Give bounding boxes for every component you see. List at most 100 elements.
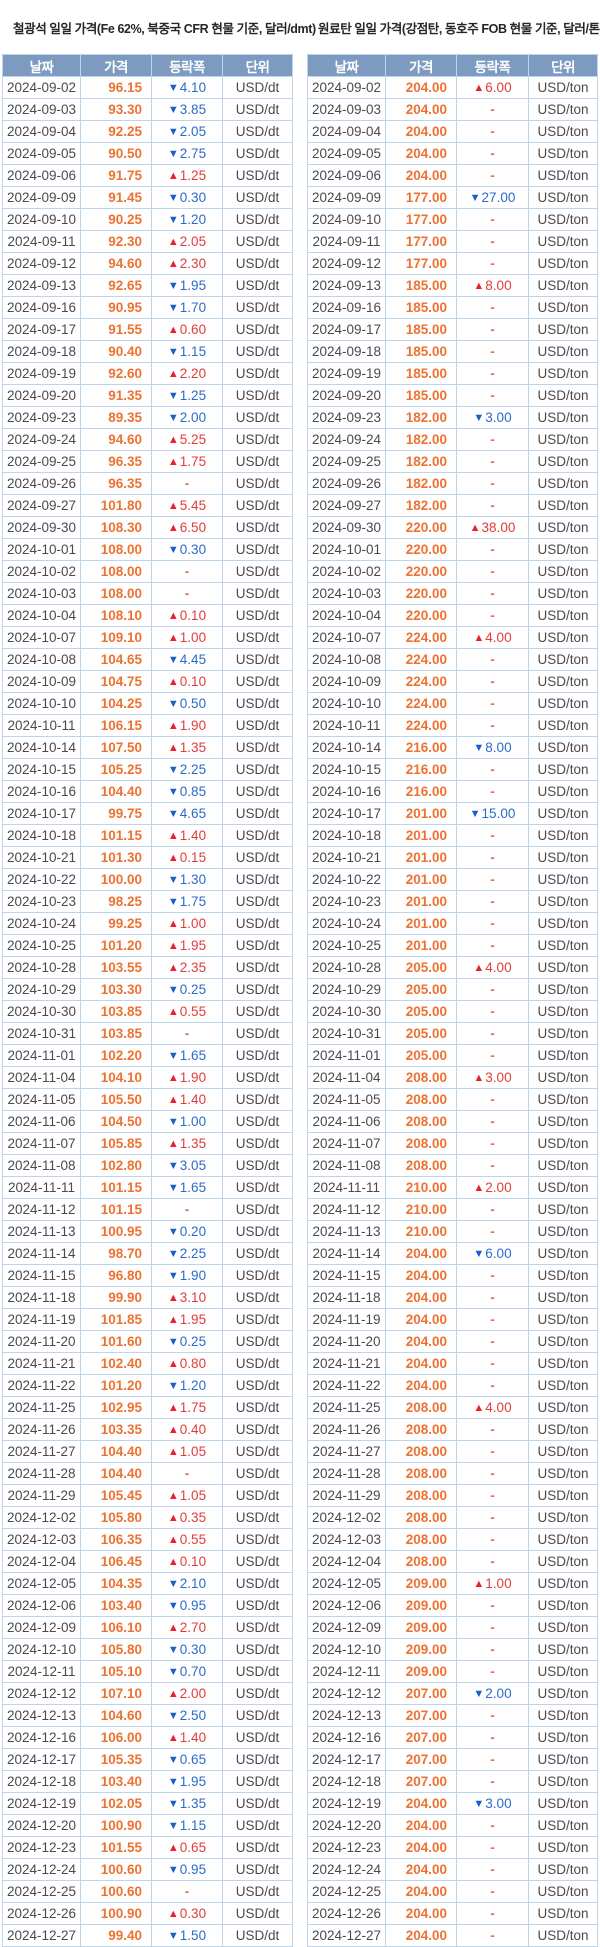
date-cell: 2024-12-17 (307, 1748, 386, 1771)
price-cell: 105.45 (80, 1484, 152, 1507)
table-row: 2024-10-08 104.65 ▼4.45 USD/dt (2, 648, 293, 671)
unit-cell: USD/dt (222, 1308, 293, 1331)
unit-cell: USD/ton (528, 1264, 598, 1287)
unit-cell: USD/ton (528, 450, 598, 473)
unit-cell: USD/dt (222, 1792, 293, 1815)
table-row: 2024-09-03 204.00 - USD/ton (307, 98, 598, 121)
change-cell: - (456, 1132, 529, 1155)
change-cell: - (456, 1440, 529, 1463)
date-cell: 2024-11-08 (2, 1154, 81, 1177)
no-change-dash: - (490, 146, 495, 161)
price-cell: 220.00 (385, 516, 457, 539)
price-cell: 105.80 (80, 1506, 152, 1529)
change-cell: ▲0.30 (151, 1902, 223, 1925)
down-triangle-icon: ▼ (167, 896, 179, 908)
price-cell: 185.00 (385, 274, 457, 297)
unit-cell: USD/dt (222, 1242, 293, 1265)
change-cell: - (456, 142, 529, 165)
date-cell: 2024-11-25 (307, 1396, 386, 1419)
change-cell: - (151, 560, 223, 583)
change-cell: ▲2.35 (151, 956, 223, 979)
up-triangle-icon: ▲ (167, 1292, 179, 1304)
unit-cell: USD/ton (528, 1660, 598, 1683)
unit-cell: USD/dt (222, 1286, 293, 1309)
date-cell: 2024-09-24 (307, 428, 386, 451)
down-triangle-icon: ▼ (473, 1798, 485, 1810)
unit-cell: USD/ton (528, 1308, 598, 1331)
no-change-dash: - (490, 1664, 495, 1679)
unit-cell: USD/ton (528, 1396, 598, 1419)
change-value: 1.40 (179, 1092, 207, 1107)
unit-cell: USD/ton (528, 1506, 598, 1529)
change-cell: ▲1.05 (151, 1484, 223, 1507)
change-value: 1.15 (179, 344, 207, 359)
down-triangle-icon: ▼ (167, 1116, 179, 1128)
unit-cell: USD/dt (222, 780, 293, 803)
change-cell: ▲38.00 (456, 516, 529, 539)
up-triangle-icon: ▲ (473, 1182, 485, 1194)
change-cell: - (456, 1000, 529, 1023)
up-triangle-icon: ▲ (167, 1622, 179, 1634)
price-cell: 99.75 (80, 802, 152, 825)
price-cell: 108.10 (80, 604, 152, 627)
iron-ore-panel: 철광석 일일 가격(Fe 62%, 북중국 CFR 현물 기준, 달러/dmt)… (2, 0, 316, 1947)
change-value: 6.00 (485, 80, 512, 95)
change-cell: ▲0.55 (151, 1000, 223, 1023)
table-row: 2024-12-23 101.55 ▲0.65 USD/dt (2, 1836, 293, 1859)
change-value: 0.70 (179, 1664, 207, 1679)
date-cell: 2024-11-20 (307, 1330, 386, 1353)
unit-cell: USD/dt (222, 1176, 293, 1199)
change-value: 2.70 (179, 1620, 207, 1635)
table-row: 2024-10-22 100.00 ▼1.30 USD/dt (2, 868, 293, 891)
date-cell: 2024-12-20 (307, 1814, 386, 1837)
unit-cell: USD/dt (222, 98, 293, 121)
change-value: 1.25 (179, 388, 207, 403)
change-cell: ▲5.25 (151, 428, 223, 451)
table-row: 2024-11-08 208.00 - USD/ton (307, 1154, 598, 1177)
coking-coal-price-table: 날짜 가격 등락폭 단위 2024-09-02 204.00 ▲6.00 USD/ton 20… (307, 54, 598, 1947)
no-change-dash: - (490, 1642, 495, 1657)
table-row: 2024-09-27 182.00 - USD/ton (307, 494, 598, 517)
up-triangle-icon: ▲ (167, 500, 179, 512)
change-value: 1.00 (485, 1576, 512, 1591)
column-header-price: 가격 (385, 54, 457, 77)
table-row: 2024-10-28 205.00 ▲4.00 USD/ton (307, 956, 598, 979)
date-cell: 2024-09-03 (307, 98, 386, 121)
change-value: 1.15 (179, 1818, 207, 1833)
change-value: 0.95 (179, 1598, 207, 1613)
no-change-dash: - (490, 1532, 495, 1547)
unit-cell: USD/dt (222, 604, 293, 627)
change-value: 3.05 (179, 1158, 207, 1173)
date-cell: 2024-10-30 (307, 1000, 386, 1023)
down-triangle-icon: ▼ (167, 1270, 179, 1282)
price-cell: 208.00 (385, 1484, 457, 1507)
date-cell: 2024-11-27 (307, 1440, 386, 1463)
table-row: 2024-09-18 185.00 - USD/ton (307, 340, 598, 363)
down-triangle-icon: ▼ (167, 302, 179, 314)
change-value: 3.85 (179, 102, 207, 117)
date-cell: 2024-12-17 (2, 1748, 81, 1771)
price-cell: 91.45 (80, 186, 152, 209)
date-cell: 2024-11-26 (2, 1418, 81, 1441)
unit-cell: USD/dt (222, 1902, 293, 1925)
unit-cell: USD/ton (528, 934, 598, 957)
unit-cell: USD/ton (528, 296, 598, 319)
date-cell: 2024-11-15 (2, 1264, 81, 1287)
up-triangle-icon: ▲ (167, 258, 179, 270)
date-cell: 2024-11-27 (2, 1440, 81, 1463)
change-cell: ▲1.25 (151, 164, 223, 187)
table-row: 2024-09-26 96.35 - USD/dt (2, 472, 293, 495)
change-value: 2.05 (179, 124, 207, 139)
change-value: 0.25 (179, 1334, 207, 1349)
no-change-dash: - (490, 652, 495, 667)
change-value: 1.95 (179, 1774, 207, 1789)
price-cell: 208.00 (385, 1088, 457, 1111)
price-cell: 104.40 (80, 780, 152, 803)
change-cell: - (456, 1484, 529, 1507)
change-cell: - (456, 472, 529, 495)
date-cell: 2024-10-09 (2, 670, 81, 693)
change-value: 1.20 (179, 212, 207, 227)
unit-cell: USD/ton (528, 1286, 598, 1309)
change-cell: - (456, 1264, 529, 1287)
no-change-dash: - (490, 388, 495, 403)
